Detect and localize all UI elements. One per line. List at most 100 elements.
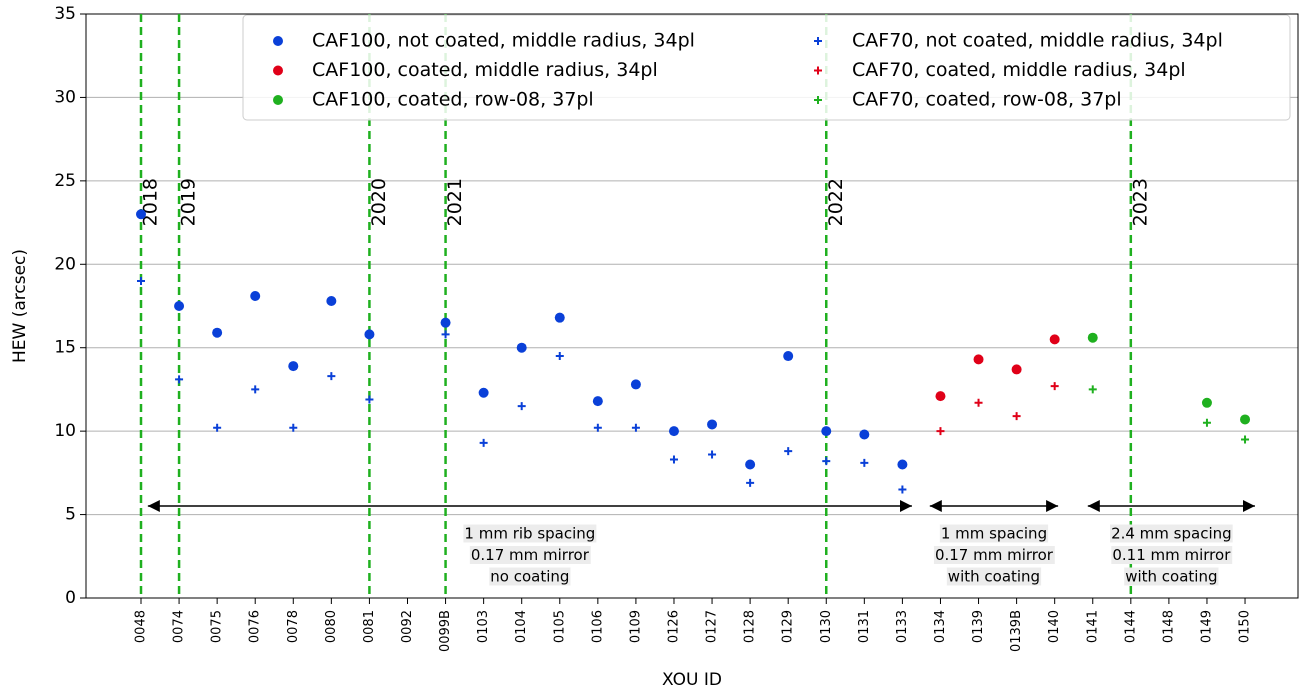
point	[814, 66, 822, 75]
x-tick-label: 0099B	[438, 610, 453, 652]
point	[1088, 385, 1097, 394]
y-axis-label: HEW (arcsec)	[10, 249, 30, 363]
point	[1202, 418, 1211, 427]
point	[974, 398, 983, 407]
point	[478, 387, 489, 398]
x-tick-label: 0130	[819, 610, 834, 643]
point	[516, 342, 527, 353]
point	[440, 317, 451, 328]
x-tick-label: 0109	[628, 610, 643, 643]
point	[273, 65, 283, 76]
year-label: 2020	[368, 178, 390, 226]
x-tick-label: 0139B	[1009, 610, 1024, 652]
annotation-bg	[1110, 524, 1233, 543]
legend-label: CAF100, coated, middle radius, 34pl	[312, 59, 658, 81]
point	[212, 327, 223, 338]
x-tick-label: 0048	[134, 610, 149, 643]
legend-label: CAF100, not coated, middle radius, 34pl	[312, 30, 695, 52]
legend-label: CAF70, not coated, middle radius, 34pl	[852, 30, 1223, 52]
x-axis-label: XOU ID	[662, 670, 722, 690]
point	[745, 459, 756, 470]
x-tick-label: 0144	[1123, 610, 1138, 643]
annotation-text: 2.4 mm spacing	[1111, 525, 1232, 543]
x-tick-label: 0149	[1199, 610, 1214, 643]
year-label: 2018	[140, 178, 162, 226]
x-tick-label: 0131	[857, 610, 872, 643]
annotation-bg	[933, 546, 1055, 564]
x-tick-label: 0080	[324, 610, 339, 643]
point	[669, 455, 678, 464]
x-tick-label: 0126	[666, 610, 681, 643]
x-tick-label: 0074	[172, 610, 187, 643]
point	[175, 375, 184, 384]
x-tick-label: 0081	[362, 610, 377, 643]
annotation-bg	[489, 567, 571, 586]
point	[630, 379, 641, 390]
point	[554, 312, 565, 323]
annotation-text: 1 mm spacing	[941, 525, 1047, 543]
point	[1240, 414, 1251, 425]
point	[631, 423, 640, 432]
point	[708, 450, 717, 459]
x-tick-label: 0075	[210, 610, 225, 643]
legend: CAF100, not coated, middle radius, 34pl C…	[242, 14, 1291, 121]
point	[289, 423, 298, 432]
point	[860, 458, 869, 467]
y-tick-label: 20	[54, 254, 76, 274]
legend-frame	[242, 14, 1291, 121]
point	[213, 423, 222, 432]
point	[365, 395, 374, 404]
point	[441, 330, 450, 339]
annotation-bg	[1124, 567, 1219, 586]
point	[814, 96, 822, 104]
legend-label: CAF70, coated, middle radius, 34pl	[852, 59, 1186, 81]
x-tick-label: 0134	[933, 610, 948, 643]
annotation-text: no coating	[490, 568, 569, 586]
point	[936, 427, 945, 436]
x-tick-label: 0104	[514, 610, 529, 643]
point	[783, 351, 794, 362]
point	[1050, 382, 1059, 391]
annotation-text: 0.11 mm mirror	[1112, 546, 1231, 564]
point	[137, 276, 145, 285]
annotation-bg	[1111, 546, 1233, 564]
point	[973, 354, 984, 365]
point	[364, 329, 375, 340]
point	[555, 352, 564, 361]
point	[250, 290, 261, 301]
point	[327, 372, 336, 381]
point	[1012, 412, 1021, 421]
x-tick-label: 0150	[1238, 610, 1253, 643]
y-tick-label: 10	[54, 421, 76, 441]
point	[136, 209, 146, 220]
y-tick-label: 5	[65, 505, 76, 525]
point	[897, 459, 908, 470]
point	[707, 419, 718, 430]
point	[326, 295, 337, 306]
year-label: 2019	[178, 178, 200, 226]
x-tick-label: 0148	[1161, 610, 1176, 643]
x-tick-label: 0105	[552, 610, 567, 643]
year-label: 2023	[1129, 178, 1151, 226]
y-tick-label: 25	[54, 171, 76, 191]
year-label: 2021	[444, 178, 466, 226]
annotation-bg	[463, 524, 597, 543]
year-label: 2022	[825, 178, 847, 226]
point	[251, 385, 260, 394]
point	[273, 36, 283, 46]
y-tick-label: 15	[54, 338, 76, 358]
x-tick-label: 0092	[400, 610, 415, 643]
point	[1241, 435, 1250, 444]
point	[288, 361, 299, 372]
point	[517, 402, 526, 411]
x-tick-label: 0127	[705, 610, 720, 643]
annotation-text: 0.17 mm mirror	[935, 546, 1054, 564]
legend-label: CAF100, coated, row-08, 37pl	[312, 89, 594, 111]
annotation-bg	[939, 524, 1049, 543]
y-tick-label: 30	[54, 87, 76, 107]
point	[814, 37, 822, 45]
x-tick-label: 0078	[286, 610, 301, 643]
point	[821, 426, 832, 437]
x-tick-label: 0076	[248, 610, 263, 643]
